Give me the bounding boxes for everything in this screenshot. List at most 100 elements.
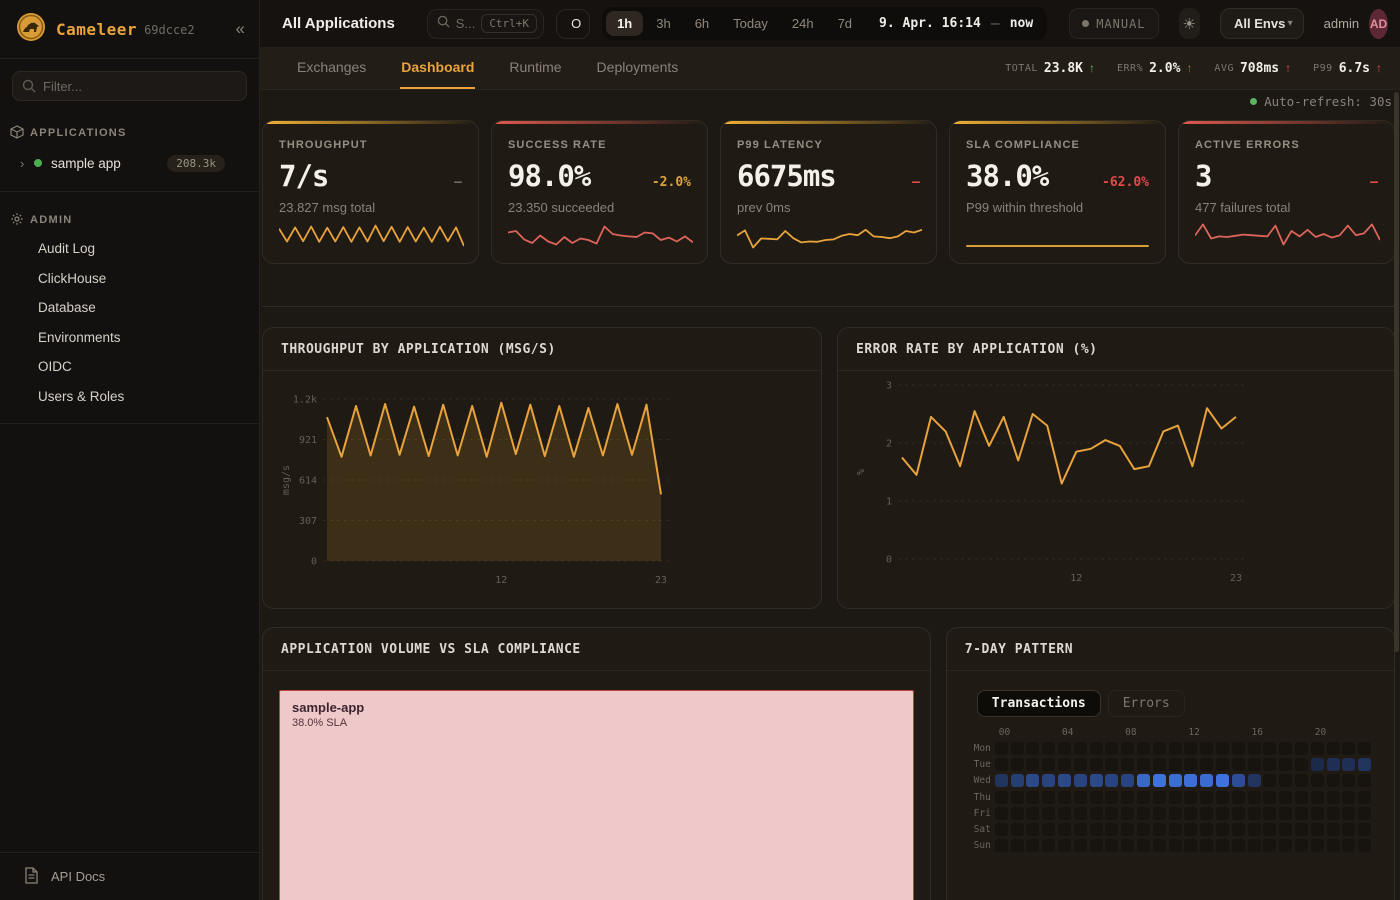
kpi-title: SUCCESS RATE [508,139,607,151]
heatmap-cell [1026,839,1040,853]
heatmap-cells [994,839,1372,853]
manual-refresh-button[interactable]: MANUAL [1069,8,1159,39]
heatmap-cell [1136,742,1150,755]
heatmap-cell [1089,774,1103,788]
applications-header-label: APPLICATIONS [30,127,127,139]
heatmap-cell [1089,742,1103,755]
api-docs-label: API Docs [51,869,106,884]
heatmap-cell [1215,790,1229,804]
tab-deployments[interactable]: Deployments [596,59,679,75]
heatmap-cell [1073,822,1087,836]
time-range-24h[interactable]: 24h [791,16,814,31]
toggle-transactions[interactable]: Transactions [976,690,1101,717]
heatmap-day-label: Fri [973,807,991,819]
time-range-3h[interactable]: 3h [656,16,671,31]
heatmap-cell [994,839,1008,853]
toggle-errors[interactable]: Errors [1107,690,1185,717]
heatmap-cell [1136,758,1150,772]
sidebar-collapse-icon[interactable]: « [235,19,245,38]
brand-name: Cameleer [56,19,138,39]
heatmap-cell [1105,758,1119,772]
sun-icon: ☀ [1182,15,1196,33]
svg-text:12: 12 [495,575,507,586]
heatmap-cell [1294,790,1308,804]
username-label: admin [1323,16,1360,31]
heatmap-cell [1200,806,1214,820]
heatmap-cell [1215,839,1229,853]
heatmap-cell [1010,758,1024,772]
heatmap-hour-label: 04 [1061,727,1074,738]
heatmap-cell [1342,839,1356,853]
heatmap-cell [1026,774,1040,788]
tab-exchanges[interactable]: Exchanges [297,59,367,75]
theme-toggle-button[interactable]: ☀ [1178,8,1200,39]
environments-select[interactable]: All Envs ▾ [1220,8,1304,39]
global-search[interactable]: S... Ctrl+K [426,8,545,39]
time-range-6h[interactable]: 6h [694,16,710,31]
kpi-card-p99-latency: P99 LATENCY 6675ms – prev 0ms [720,120,937,264]
date-range-start[interactable]: 9. Apr. 16:14 [879,16,981,31]
sidebar-item-database[interactable]: Database [38,300,96,316]
kpi-title: SLA COMPLIANCE [966,139,1080,151]
heatmap-grid: Mon Tue Wed Thu Fri Sat Sun [965,742,1394,853]
heatmap-cell [1168,774,1182,788]
seven-day-pattern-title: 7-DAY PATTERN [946,628,1394,671]
sidebar-item-users-roles[interactable]: Users & Roles [38,388,125,404]
divider [262,306,1395,307]
time-range-1h[interactable]: 1h [606,11,644,36]
heatmap-cell [1310,839,1324,853]
heatmap-cell [1294,774,1308,788]
heatmap-cell [1152,839,1166,853]
heatmap-cell [1279,742,1293,755]
heatmap-cell [994,822,1008,836]
heatmap-cell [1215,822,1229,836]
treemap-node-sample-app[interactable]: sample-app 38.0% SLA [279,690,914,900]
stat-avg: AVG 708ms ↑ [1214,61,1291,76]
heatmap-cell [1026,822,1040,836]
trend-arrow-icon: ↑ [1285,61,1292,75]
heatmap-cell [1342,806,1356,820]
trend-arrow-icon: ↑ [1376,61,1382,75]
filter-input[interactable] [12,71,247,101]
heatmap-cell [1057,774,1071,788]
heatmap-cell [1184,774,1198,788]
sidebar-item-audit-log[interactable]: Audit Log [38,241,96,257]
kpi-row: THROUGHPUT 7/s – 23.827 msg total SUCCESS RA… [262,120,1395,264]
topbar: All Applications S... Ctrl+K O 1h 3h 6h Tod… [260,0,1400,47]
date-range-end[interactable]: now [1009,16,1034,31]
svg-text:614: 614 [299,476,317,487]
heatmap-cell [1010,790,1024,804]
heatmap-cell [1310,790,1324,804]
heatmap-cell [1152,790,1166,804]
heatmap-cell [1231,742,1245,755]
kpi-title: ACTIVE ERRORS [1195,139,1300,151]
tab-runtime[interactable]: Runtime [509,59,562,75]
svg-text:307: 307 [299,516,317,527]
svg-text:1.2k: 1.2k [293,395,317,406]
kpi-value-row: 3– [1195,159,1378,193]
sidebar-item-environments[interactable]: Environments [38,329,121,345]
online-status-button[interactable]: O [556,8,591,39]
app-status-dot [34,159,42,167]
sidebar-item-clickhouse[interactable]: ClickHouse [38,270,107,286]
kpi-value: 6675ms [737,159,837,193]
time-range-7d[interactable]: 7d [837,16,853,31]
time-range-today[interactable]: Today [733,16,768,31]
heatmap-cell [1026,790,1040,804]
document-icon [24,866,39,887]
chevron-right-icon[interactable]: › [20,155,25,171]
tab-dashboard[interactable]: Dashboard [400,47,476,89]
heatmap-cell [1073,758,1087,772]
heatmap-cells [994,742,1372,755]
sidebar-item-oidc[interactable]: OIDC [38,359,72,375]
heatmap-cell [994,774,1008,788]
sidebar-item-sample-app[interactable]: › sample app 208.3k [0,147,259,179]
vertical-scrollbar[interactable] [1394,92,1399,652]
heatmap-cell [1342,758,1356,772]
user-avatar[interactable]: AD [1369,8,1388,39]
heatmap-cell [1342,822,1356,836]
kpi-delta: – [454,175,462,190]
heatmap-cell [1200,774,1214,788]
sidebar-item-api-docs[interactable]: API Docs [0,852,259,900]
main-area: All Applications S... Ctrl+K O 1h 3h 6h Tod… [260,0,1400,900]
